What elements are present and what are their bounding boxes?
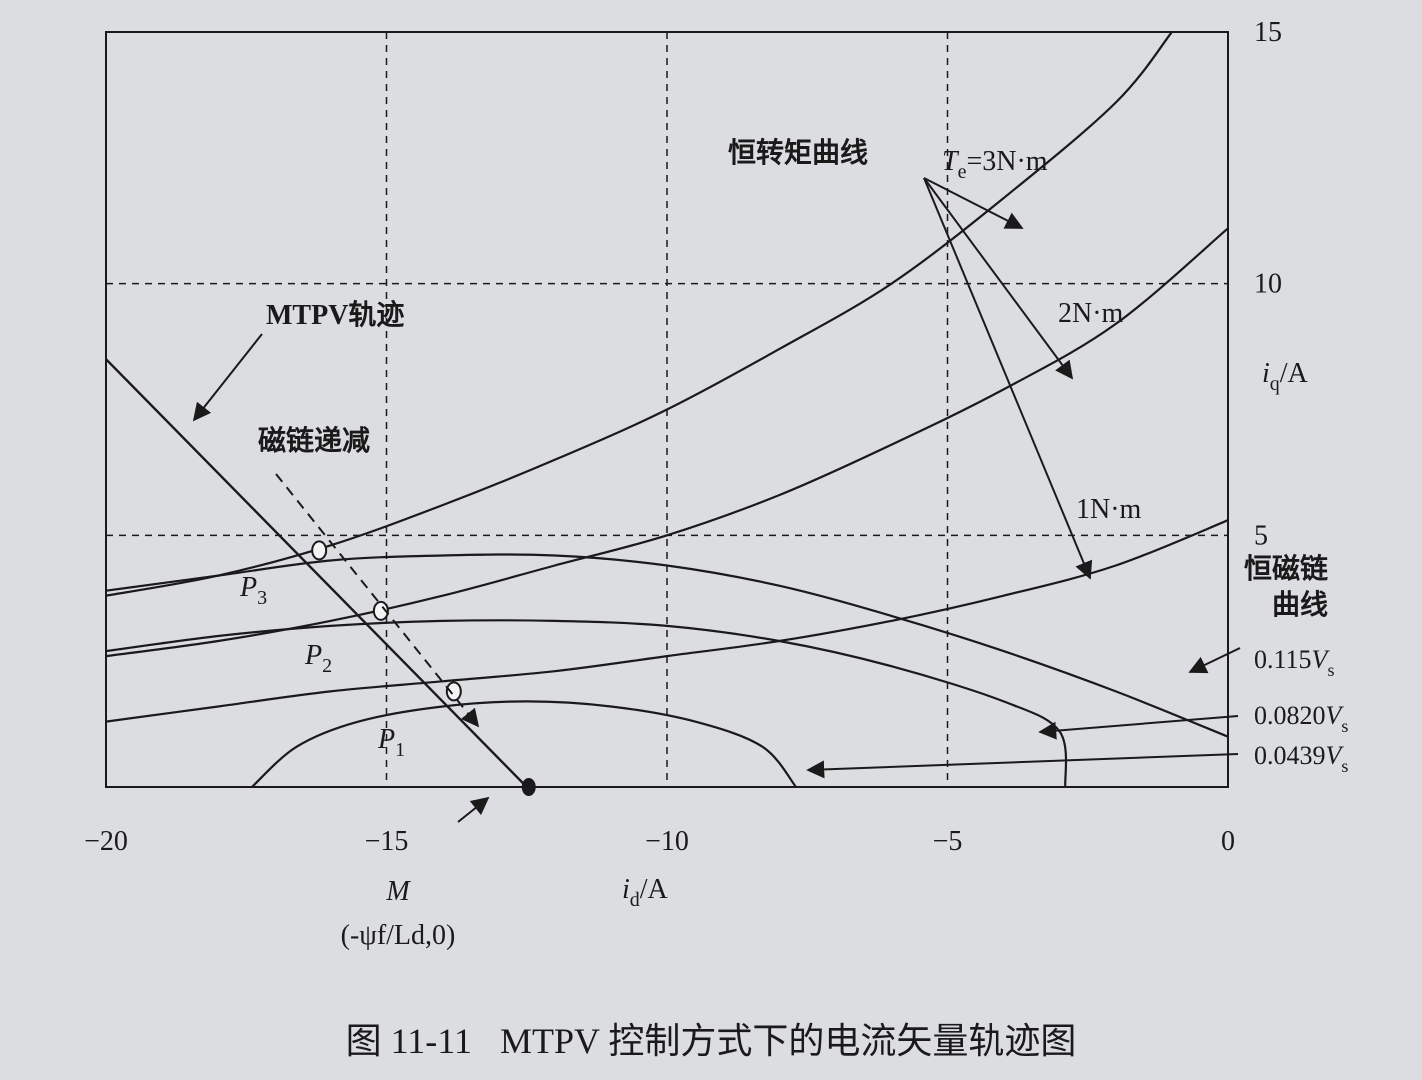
point-label-index: 1 [395, 739, 405, 761]
te-label-symbol: T [942, 146, 960, 177]
x-tick-label: −15 [365, 826, 409, 857]
flux-label-unit-sub: s [1327, 660, 1334, 680]
point-label-p3: P3 [239, 572, 267, 609]
x-tick-label: −20 [84, 826, 128, 857]
y-tick-label: 15 [1254, 17, 1282, 48]
flux-label-unit-sub: s [1341, 756, 1348, 776]
torque-curve-3 [105, 519, 1229, 723]
torque-pointer-1 [923, 177, 1024, 229]
flux-label-value: 0.0820 [1254, 701, 1326, 730]
flux-decrease-arrow [275, 473, 480, 728]
mtpv-line [105, 358, 528, 788]
y-axis-label: iq/A [1262, 358, 1309, 395]
x-axis-label-sub: d [630, 889, 640, 911]
flux-label-unit-sub: s [1341, 716, 1348, 736]
flux-curve-3 [251, 700, 797, 788]
caption-text: MTPV 控制方式下的电流矢量轨迹图 [499, 1021, 1077, 1061]
point-m [521, 778, 536, 796]
x-tick-label: −5 [933, 826, 963, 857]
operating-point-p3 [311, 540, 328, 561]
flux-label-value: 0.115 [1254, 645, 1312, 674]
point-m-label: M [385, 876, 411, 907]
point-label-index: 3 [257, 587, 267, 609]
x-axis-label: id/A [622, 874, 669, 911]
annotations: 恒转矩曲线 Te=3N·m2N·m1N·m恒磁链曲线0.115Vs0.0820Vs… [192, 137, 1348, 951]
torque-pointer-3 [923, 177, 1093, 580]
x-axis-label-unit: /A [640, 874, 669, 905]
flux-label-value: 0.0439 [1254, 741, 1326, 770]
y-tick-label: 5 [1254, 520, 1268, 551]
flux-pointer-2 [1038, 715, 1239, 740]
operating-point-p2 [372, 600, 389, 621]
point-label-letter: P [377, 724, 395, 755]
mtpv-pointer [192, 333, 263, 422]
y-axis-label-unit: /A [1280, 358, 1309, 389]
point-label-p1: P1 [377, 724, 405, 761]
torque-pointer-2 [923, 177, 1074, 380]
point-label-letter: P [304, 640, 322, 671]
torque-label-1: 1N·m [1076, 494, 1142, 525]
x-axis-label-main: i [622, 874, 630, 905]
x-tick-label: −10 [645, 826, 689, 857]
point-label-letter: P [239, 572, 257, 603]
x-tick-label: 0 [1221, 826, 1235, 857]
point-label-p2: P2 [304, 640, 332, 677]
flux-label-unit: V [1326, 701, 1345, 730]
curves [105, 31, 1229, 796]
te-label-value: =3N·m [966, 146, 1047, 177]
flux-label-3: 0.0439Vs [1254, 741, 1348, 776]
flux-curves-title-2: 曲线 [1272, 589, 1328, 621]
flux-label-unit: V [1326, 741, 1345, 770]
y-tick-label: 10 [1254, 269, 1282, 300]
flux-curve-2 [105, 619, 1068, 788]
te-label-sub: e [958, 161, 967, 183]
point-m-pointer [457, 796, 490, 823]
point-m-sublabel: (-ψf/Ld,0) [341, 920, 456, 951]
y-axis-label-main: i [1262, 358, 1270, 389]
flux-label-unit: V [1312, 645, 1331, 674]
y-axis-label-sub: q [1270, 373, 1280, 395]
flux-pointer-3 [806, 753, 1239, 779]
figure-caption: 图 11-11 MTPV 控制方式下的电流矢量轨迹图 [0, 1012, 1422, 1064]
flux-label-2: 0.0820Vs [1254, 701, 1348, 736]
torque-curve-1 [105, 31, 1173, 597]
flux-pointer-1 [1188, 647, 1241, 674]
flux-decrease-label: 磁链递减 [258, 424, 370, 457]
mtpv-label: MTPV轨迹 [266, 298, 404, 331]
point-label-index: 2 [322, 655, 332, 677]
flux-curve-1 [105, 553, 1229, 738]
torque-label-2: 2N·m [1058, 298, 1124, 329]
flux-curves-title-1: 恒磁链 [1244, 553, 1328, 585]
caption-number: 图 11-11 [345, 1021, 472, 1061]
operating-point-p1 [445, 681, 462, 702]
te-label: Te=3N·m [942, 146, 1048, 183]
flux-label-1: 0.115Vs [1254, 645, 1334, 680]
torque-curves-title: 恒转矩曲线 [728, 137, 868, 169]
torque-curve-2 [105, 227, 1229, 658]
